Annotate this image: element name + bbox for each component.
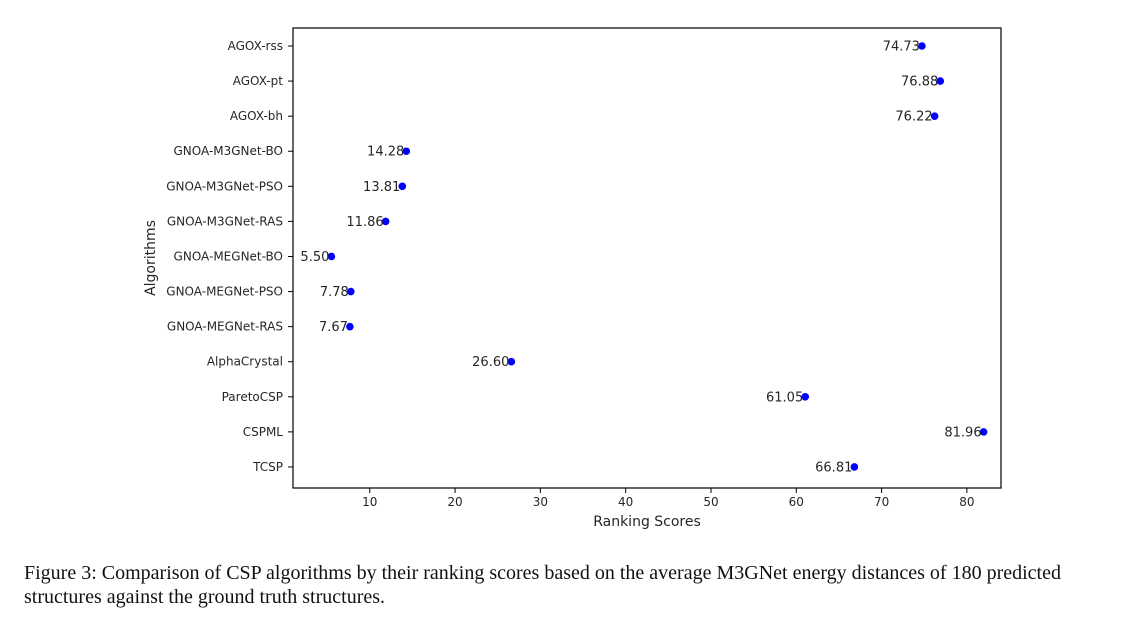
data-label: 81.96 [944,425,981,440]
data-point [930,112,939,120]
y-tick-label: GNOA-MEGNet-BO [174,249,283,263]
data-label: 5.50 [300,250,329,265]
x-axis: 10 20 30 40 50 60 70 80 [362,488,975,509]
data-label: 11.86 [346,215,383,230]
y-tick-label: TCSP [252,460,283,474]
y-tick-label: CSPML [243,425,284,439]
data-label: 7.67 [319,320,348,335]
data-point [327,252,336,261]
data-point [398,182,407,191]
y-tick-label: AGOX-pt [233,74,284,88]
data-point [801,393,810,401]
data-label: 61.05 [766,390,803,405]
y-axis: AGOX-rss AGOX-pt AGOX-bh GNOA-M3GNet-BO GNOA… [166,39,293,474]
plot-area-frame [292,27,1002,489]
data-point [850,463,859,471]
data-point [918,42,926,50]
data-label: 26.60 [472,355,509,370]
data-label: 14.28 [367,145,404,160]
data-label: 66.81 [815,460,852,475]
data-point [979,428,988,436]
x-tick-label: 50 [703,495,718,509]
x-tick-label: 60 [789,495,804,509]
y-tick-label: ParetoCSP [222,390,283,404]
data-label: 76.88 [901,75,938,90]
data-label: 74.73 [883,40,920,55]
y-tick-label: GNOA-MEGNet-PSO [166,285,283,299]
x-axis-title: Ranking Scores [593,514,701,530]
data-point [347,287,355,296]
x-tick-label: 30 [533,495,548,509]
x-tick-label: 80 [959,495,974,509]
y-tick-label: GNOA-M3GNet-BO [173,144,283,158]
data-point [936,77,945,85]
data-point [402,147,411,156]
y-tick-label: GNOA-MEGNet-RAS [167,320,283,334]
data-point [507,357,516,366]
data-label: 7.78 [320,285,349,300]
x-tick-label: 20 [447,495,462,509]
data-points: 74.73 76.88 76.22 14.28 13.81 11.86 5.50 7.78 7.… [300,40,988,475]
data-label: 76.22 [895,110,932,125]
figure-caption: Figure 3: Comparison of CSP algorithms b… [24,562,1061,608]
data-point [346,322,354,331]
y-axis-title: Algorithms [143,220,159,296]
y-tick-label: GNOA-M3GNet-RAS [167,214,283,228]
y-tick-label: AGOX-rss [228,39,283,53]
data-label: 13.81 [363,180,400,195]
x-tick-label: 70 [874,495,889,509]
y-tick-label: AGOX-bh [230,109,283,123]
x-tick-label: 10 [362,495,377,509]
y-tick-label: GNOA-M3GNet-PSO [166,179,283,193]
y-tick-label: AlphaCrystal [207,355,283,369]
data-point [381,217,390,226]
ranking-scores-chart: AGOX-rss AGOX-pt AGOX-bh GNOA-M3GNet-BO GNOA… [143,27,1002,530]
x-tick-label: 40 [618,495,633,509]
